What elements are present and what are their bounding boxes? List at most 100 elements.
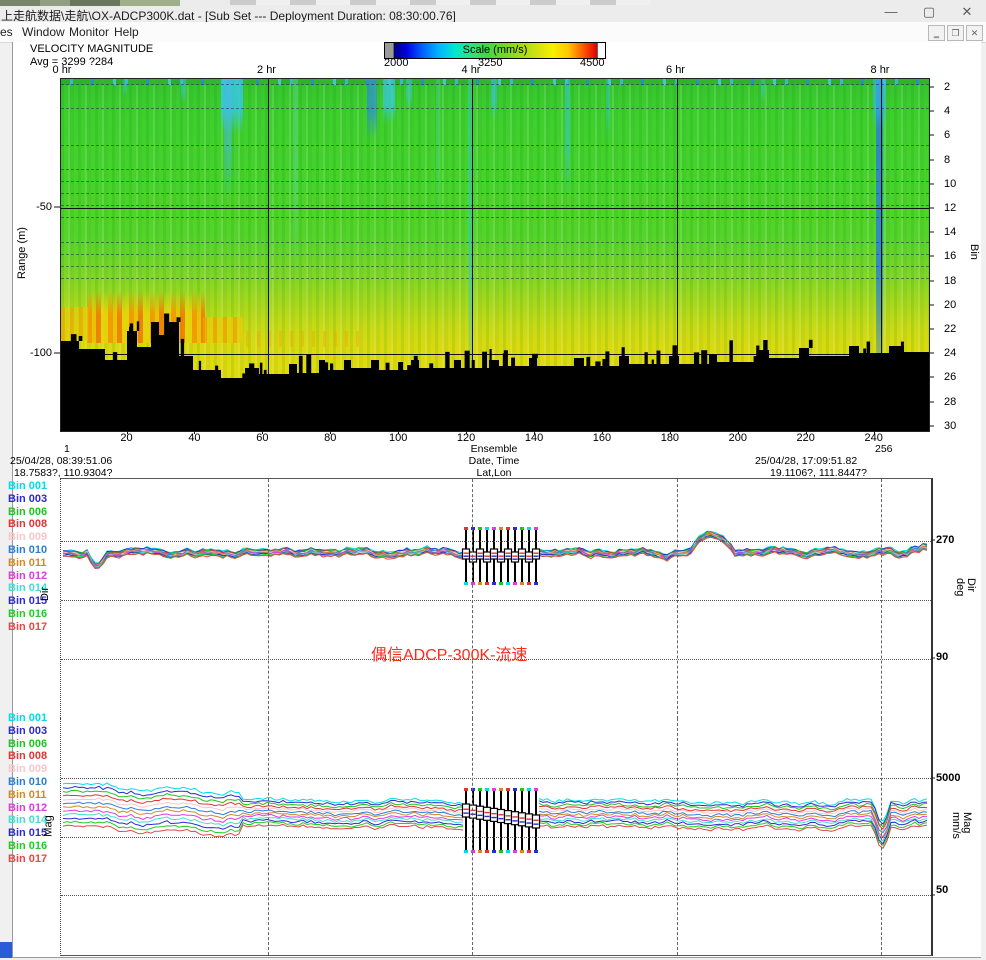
mag-gridline-v <box>472 718 473 955</box>
dir-tick-90: 90 <box>936 651 949 663</box>
box-marker <box>510 811 520 826</box>
range-tick-label: -100 <box>29 347 52 359</box>
low-velocity-streak <box>436 79 440 229</box>
scale-mid-label: 3250 <box>478 57 503 69</box>
minimize-button[interactable]: — <box>884 3 898 19</box>
range-axis-label: Range (m) <box>16 227 28 279</box>
bin-tick-mark <box>929 280 934 282</box>
box-marker <box>475 548 485 560</box>
box-marker <box>531 814 541 829</box>
ensemble-tick-label: 80 <box>324 432 337 444</box>
box-marker <box>461 548 471 560</box>
bin-tick-mark <box>929 134 934 136</box>
ensemble-tick-mark <box>534 430 536 434</box>
mag-series <box>62 797 464 814</box>
low-velocity-streak <box>383 79 395 124</box>
mag-legend-entry: Bin 006 <box>8 737 48 750</box>
ensemble-tick-mark <box>330 430 332 434</box>
box-marker <box>517 812 527 827</box>
bin-gridline <box>61 278 929 279</box>
mag-legend-entry: Bin 016 <box>8 839 48 852</box>
dir-legend-entry: Bin 009 <box>8 531 48 544</box>
mag-series <box>62 805 464 819</box>
mag-series <box>538 804 928 831</box>
bin-tick-label: 28 <box>944 395 957 408</box>
bin-gridline <box>61 266 929 267</box>
whisker-bar <box>479 790 481 850</box>
dir-legend-entry: Bin 014 <box>8 582 48 595</box>
range-gridline <box>61 208 929 209</box>
bin-tick-mark <box>929 352 934 354</box>
mag-gridline-v <box>267 718 269 955</box>
mdi-minimize-button[interactable]: ‗ <box>928 25 945 41</box>
dir-series <box>62 548 464 567</box>
maximize-button[interactable]: ▢ <box>922 3 936 19</box>
xaxis-title-ensemble: Ensemble <box>470 443 518 455</box>
mag-legend-entry: Bin 010 <box>8 775 48 788</box>
magnitude-plot[interactable] <box>60 718 933 956</box>
velocity-contour-plot[interactable] <box>60 78 930 432</box>
hour-label: 6 hr <box>666 64 685 76</box>
low-velocity-streak <box>761 79 765 104</box>
dir-series <box>62 546 464 565</box>
mag-series <box>538 807 928 832</box>
scale-gradient <box>394 43 597 58</box>
bin-gridline <box>61 108 929 109</box>
box-marker <box>475 805 485 820</box>
direction-plot[interactable]: 偶信ADCP-300K-流速 <box>60 478 933 720</box>
mag-legend-entry: Bin 011 <box>8 788 47 801</box>
bin-axis-label: Bin <box>968 244 980 260</box>
scale-max-label: 4500 <box>580 57 605 69</box>
bin-tick-label: 4 <box>944 105 951 118</box>
range-tick-label: -50 <box>36 201 52 213</box>
ensemble-tick-mark <box>737 430 739 434</box>
menu-item-monitor[interactable]: Monitor <box>69 25 110 39</box>
box-marker <box>524 813 534 828</box>
bin-tick-label: 10 <box>944 177 957 190</box>
bin-tick-label: 8 <box>944 153 951 166</box>
mag-series <box>538 819 928 845</box>
box-marker <box>531 548 541 560</box>
menu-item-help[interactable]: Help <box>114 25 139 39</box>
box-marker <box>468 804 478 819</box>
mdi-restore-button[interactable]: ❐ <box>947 25 964 41</box>
ensemble-tick-mark <box>873 430 875 434</box>
mdi-close-button[interactable]: ✕ <box>966 25 983 41</box>
bin-tick-mark <box>929 183 934 185</box>
dir-legend-entry: Bin 012 <box>8 569 48 582</box>
low-velocity-streak <box>224 79 232 199</box>
mag-legend-entry: Bin 014 <box>8 814 48 827</box>
scale-underflow-swatch <box>385 43 394 58</box>
start-latlon: 18.7583?, 110.9304? <box>14 467 113 479</box>
close-button[interactable]: ✕ <box>961 3 973 19</box>
bin-tick-label: 20 <box>944 298 957 311</box>
menu-bar: es Window Monitor Help ‗ ❐ ✕ <box>0 22 986 43</box>
mag-gridline-v <box>676 718 678 955</box>
mag-legend-entry: Bin 001 <box>8 712 48 724</box>
menu-item-window[interactable]: Window <box>22 25 65 39</box>
mag-series <box>538 821 928 847</box>
ensemble-tick-mark <box>262 430 264 434</box>
dir-tick-90-mark <box>931 657 935 659</box>
scale-title: Scale (mm/s) <box>462 44 528 56</box>
box-marker <box>468 551 478 563</box>
low-velocity-streak <box>565 79 570 199</box>
bin-tick-mark <box>929 231 934 233</box>
xaxis-title-datetime: Date, Time <box>468 455 520 467</box>
mag-series <box>62 789 464 810</box>
ensemble-tick-mark <box>126 430 128 434</box>
mag-legend-entry: Bin 003 <box>8 724 48 737</box>
bin-tick-mark <box>929 207 934 209</box>
dir-series <box>62 551 464 569</box>
mag-right-axis-line2: mm/s <box>950 812 962 839</box>
mag-series <box>538 798 928 822</box>
hour-gridline <box>267 79 269 431</box>
high-velocity-patch <box>246 331 366 347</box>
ensemble-tick-label: 60 <box>256 432 269 444</box>
bin-tick-mark <box>929 159 934 161</box>
mag-series <box>62 801 464 817</box>
toolbar-remnant-left <box>0 0 180 6</box>
low-velocity-streak <box>873 79 886 129</box>
menu-item-es[interactable]: es <box>0 25 13 39</box>
